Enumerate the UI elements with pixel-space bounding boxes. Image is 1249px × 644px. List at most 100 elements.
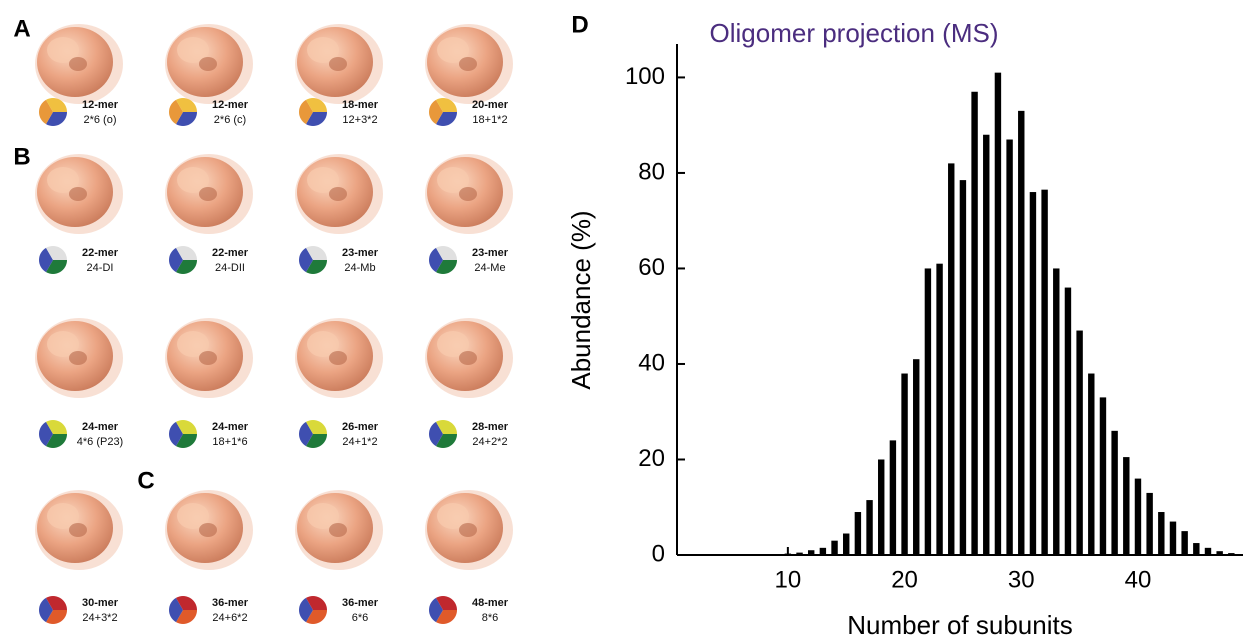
bar [1018, 111, 1024, 555]
density-hole [199, 57, 217, 71]
bar [971, 92, 977, 555]
structure-composition: 24+1*2 [342, 436, 377, 448]
structure-name: 36-mer [212, 597, 249, 609]
bar [1100, 397, 1106, 555]
structure-composition: 24-DII [215, 262, 245, 274]
y-axis-label: Abundance (%) [566, 210, 596, 389]
structure-composition: 18+1*6 [212, 436, 247, 448]
panel-label: A [13, 15, 30, 42]
bar [855, 512, 861, 555]
structure-composition: 6*6 [352, 612, 369, 624]
structure-composition: 24-Mb [344, 262, 375, 274]
density-hole [329, 187, 347, 201]
bar [1170, 522, 1176, 555]
bar [1111, 431, 1117, 555]
y-tick-label: 0 [652, 540, 665, 567]
density-hole [459, 351, 477, 365]
density-hole [199, 351, 217, 365]
structure-composition: 18+1*2 [472, 114, 507, 126]
bar [1065, 288, 1071, 555]
bar [820, 548, 826, 555]
structure-name: 48-mer [472, 597, 509, 609]
density-hole [199, 187, 217, 201]
bar [1228, 553, 1234, 555]
structure-name: 20-mer [472, 99, 509, 111]
bar [1216, 551, 1222, 555]
density-hole [329, 351, 347, 365]
structure-name: 24-mer [212, 421, 249, 433]
structure-composition: 2*6 (c) [214, 114, 246, 126]
x-tick-label: 20 [891, 566, 918, 593]
bar [831, 541, 837, 555]
structure-composition: 4*6 (P23) [77, 436, 123, 448]
bar [936, 264, 942, 555]
bar [925, 268, 931, 555]
density-hole [459, 523, 477, 537]
bar [960, 180, 966, 555]
y-tick-label: 40 [638, 349, 665, 376]
bar [1158, 512, 1164, 555]
bar [878, 459, 884, 555]
structure-name: 23-mer [472, 247, 509, 259]
bar [901, 374, 907, 555]
bar [1135, 479, 1141, 555]
structure-composition: 12+3*2 [342, 114, 377, 126]
bar [1053, 268, 1059, 555]
structure-name: 28-mer [472, 421, 509, 433]
bar [843, 534, 849, 555]
x-axis-label: Number of subunits [847, 610, 1072, 640]
chart-title: Oligomer projection (MS) [710, 18, 999, 48]
bar [808, 550, 814, 555]
structure-name: 22-mer [212, 247, 249, 259]
structure-name: 24-mer [82, 421, 119, 433]
x-tick-label: 30 [1008, 566, 1035, 593]
structure-name: 22-mer [82, 247, 119, 259]
bar [1205, 548, 1211, 555]
bar [1041, 190, 1047, 555]
y-tick-label: 60 [638, 254, 665, 281]
structure-composition: 24-DI [87, 262, 114, 274]
x-tick-label: 40 [1125, 566, 1152, 593]
bar [913, 359, 919, 555]
structure-name: 30-mer [82, 597, 119, 609]
bar [1088, 374, 1094, 555]
structure-composition: 24+2*2 [472, 436, 507, 448]
structure-composition: 24+6*2 [212, 612, 247, 624]
bar [1146, 493, 1152, 555]
density-hole [69, 57, 87, 71]
bar [948, 163, 954, 555]
y-tick-label: 80 [638, 158, 665, 185]
density-hole [69, 523, 87, 537]
bar [796, 553, 802, 555]
bar [1123, 457, 1129, 555]
bar [785, 554, 791, 555]
structure-name: 18-mer [342, 99, 379, 111]
structure-name: 26-mer [342, 421, 379, 433]
bar [1181, 531, 1187, 555]
structure-name: 12-mer [82, 99, 119, 111]
x-tick-label: 10 [775, 566, 802, 593]
bar [1006, 140, 1012, 555]
structure-composition: 8*6 [482, 612, 499, 624]
y-tick-label: 20 [638, 445, 665, 472]
density-hole [329, 57, 347, 71]
panel-label: C [137, 467, 154, 494]
structure-name: 12-mer [212, 99, 249, 111]
bar [866, 500, 872, 555]
density-hole [69, 187, 87, 201]
density-hole [459, 187, 477, 201]
panel-label: B [13, 143, 30, 170]
structure-composition: 2*6 (o) [83, 114, 116, 126]
structure-name: 36-mer [342, 597, 379, 609]
density-hole [199, 523, 217, 537]
bar [995, 73, 1001, 555]
bar [1193, 543, 1199, 555]
structure-composition: 24+3*2 [82, 612, 117, 624]
structure-composition: 24-Me [474, 262, 505, 274]
density-hole [329, 523, 347, 537]
bar [1030, 192, 1036, 555]
density-hole [459, 57, 477, 71]
y-tick-label: 100 [625, 63, 665, 90]
figure: ABCD12-mer2*6 (o)12-mer2*6 (c)18-mer12+3… [0, 0, 1249, 644]
bar [983, 135, 989, 555]
